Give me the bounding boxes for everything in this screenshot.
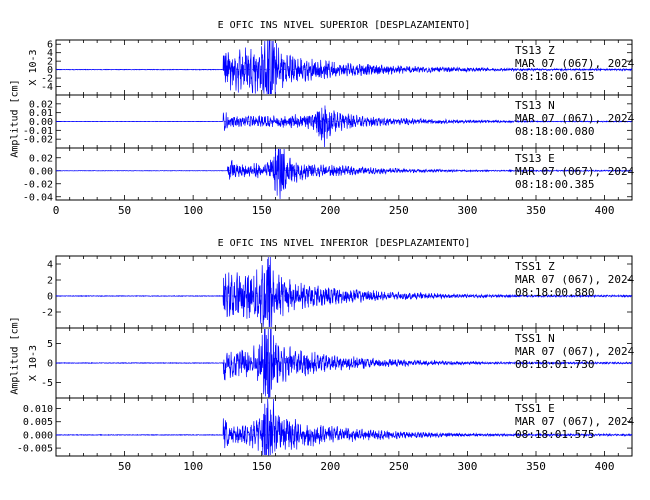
station-component-label: TS13 E	[515, 152, 555, 165]
y-tick-label: 4	[47, 48, 53, 59]
station-component-label: TS13 N	[515, 99, 555, 112]
record-date-label: MAR 07 (067), 2024	[515, 273, 635, 286]
y-tick-label: 0	[47, 65, 53, 76]
record-date-label: MAR 07 (067), 2024	[515, 57, 635, 70]
record-date-label: MAR 07 (067), 2024	[515, 112, 635, 125]
y-tick-label: 0.005	[23, 417, 53, 428]
x-tick-label: 250	[389, 460, 409, 473]
y-tick-label: 0.02	[29, 99, 53, 110]
record-time-label: 08:18:00.385	[515, 178, 594, 191]
x-tick-label: 350	[526, 204, 546, 217]
y-tick-label: -0.005	[17, 444, 53, 455]
y-axis-label-inferior: Amplitud [cm]	[9, 316, 21, 395]
x-tick-label: 350	[526, 460, 546, 473]
x-tick-label: 200	[320, 460, 340, 473]
record-date-label: MAR 07 (067), 2024	[515, 345, 635, 358]
chart-title-inferior: E OFIC INS NIVEL INFERIOR [DESPLAZAMIENT…	[217, 238, 471, 249]
y-tick-label: 4	[47, 260, 53, 271]
station-component-label: TSS1 N	[515, 332, 555, 345]
y-tick-label: -4	[41, 82, 53, 93]
y-tick-label: 0.00	[29, 117, 53, 128]
y-tick-label: 0	[47, 359, 53, 370]
y-tick-label: -0.02	[23, 135, 53, 146]
x-tick-label: 150	[252, 460, 272, 473]
y-multiplier-label: X 10-3	[28, 49, 39, 85]
chart-title-superior: E OFIC INS NIVEL SUPERIOR [DESPLAZAMIENT…	[217, 20, 471, 31]
y-tick-label: 0.01	[29, 108, 53, 119]
record-date-label: MAR 07 (067), 2024	[515, 415, 635, 428]
y-axis-label-superior: Amplitud [cm]	[9, 79, 21, 158]
record-time-label: 08:18:00.880	[515, 286, 594, 299]
station-component-label: TSS1 E	[515, 402, 555, 415]
x-tick-label: 300	[457, 204, 477, 217]
y-tick-label: 2	[47, 57, 53, 68]
x-tick-label: 100	[183, 460, 203, 473]
record-time-label: 08:18:00.615	[515, 70, 594, 83]
y-tick-label: 0.000	[23, 430, 53, 441]
station-component-label: TSS1 Z	[515, 260, 555, 273]
y-tick-label: 5	[47, 339, 53, 350]
y-tick-label: -2	[41, 308, 53, 319]
record-time-label: 08:18:01.730	[515, 358, 594, 371]
x-tick-label: 400	[595, 460, 615, 473]
x-tick-label: 50	[118, 460, 131, 473]
y-tick-label: 0.02	[29, 153, 53, 164]
y-tick-label: 0.00	[29, 166, 53, 177]
x-tick-label: 0	[53, 204, 60, 217]
x-tick-label: 200	[320, 204, 340, 217]
y-tick-label: 0.010	[23, 404, 53, 415]
y-tick-label: -2	[41, 74, 53, 85]
y-tick-label: 0	[47, 292, 53, 303]
record-time-label: 08:18:00.080	[515, 125, 594, 138]
y-tick-label: -0.04	[23, 192, 53, 203]
waveform-tss1-e	[55, 398, 633, 456]
x-tick-label: 50	[118, 204, 131, 217]
y-tick-label: 6	[47, 40, 53, 51]
x-tick-label: 400	[595, 204, 615, 217]
y-tick-label: -0.01	[23, 126, 53, 137]
y-tick-label: 2	[47, 276, 53, 287]
x-tick-label: 100	[183, 204, 203, 217]
record-date-label: MAR 07 (067), 2024	[515, 165, 635, 178]
station-component-label: TS13 Z	[515, 44, 555, 57]
y-multiplier-label: X 10-3	[28, 345, 39, 381]
x-tick-label: 250	[389, 204, 409, 217]
x-tick-label: 150	[252, 204, 272, 217]
record-time-label: 08:18:01.575	[515, 428, 594, 441]
x-tick-label: 300	[457, 460, 477, 473]
y-tick-label: -5	[41, 378, 53, 389]
y-tick-label: -0.02	[23, 179, 53, 190]
